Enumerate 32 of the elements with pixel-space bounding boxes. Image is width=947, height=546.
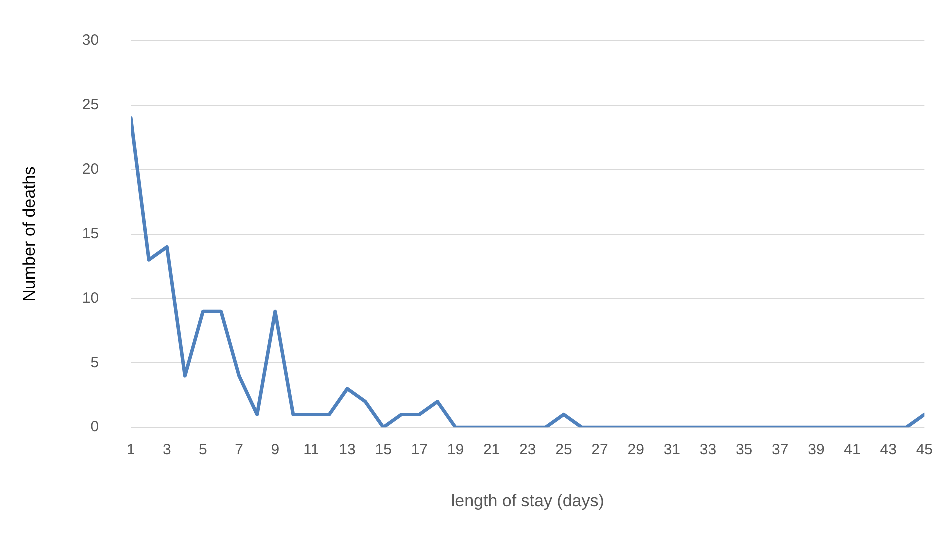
x-tick-label: 13 — [339, 442, 356, 459]
x-tick-label: 11 — [304, 442, 320, 459]
x-axis-title: length of stay (days) — [451, 491, 604, 510]
x-tick-label: 25 — [556, 442, 572, 459]
x-tick-label: 27 — [592, 442, 608, 459]
x-tick-label: 33 — [700, 442, 717, 459]
y-tick-label: 25 — [82, 96, 100, 114]
x-tick-label: 7 — [235, 442, 244, 459]
x-tick-label: 1 — [126, 442, 136, 459]
y-tick-label: 0 — [90, 418, 100, 436]
x-tick-label: 45 — [916, 442, 933, 459]
x-tick-label: 23 — [520, 442, 536, 459]
y-tick-label: 20 — [82, 161, 100, 178]
x-tick-label: 43 — [880, 442, 897, 459]
x-tick-label: 37 — [772, 442, 789, 459]
y-tick-label: 30 — [82, 32, 100, 50]
y-tick-label: 10 — [82, 290, 100, 307]
x-tick-label: 17 — [411, 442, 428, 459]
x-tick-label: 19 — [447, 442, 464, 459]
x-tick-label: 41 — [844, 442, 861, 459]
x-tick-label: 29 — [628, 442, 644, 459]
y-axis-title: Number of deaths — [20, 166, 39, 302]
x-tick-label: 15 — [375, 442, 392, 459]
y-tick-label: 15 — [82, 225, 100, 242]
x-tick-label: 3 — [162, 442, 172, 459]
x-tick-label: 35 — [736, 442, 753, 459]
x-tick-label: 9 — [271, 442, 280, 459]
x-tick-label: 39 — [808, 442, 825, 459]
x-tick-label: 31 — [664, 442, 680, 459]
x-tick-label: 21 — [483, 442, 500, 459]
y-tick-label: 5 — [90, 354, 100, 372]
x-tick-label: 5 — [199, 442, 208, 459]
